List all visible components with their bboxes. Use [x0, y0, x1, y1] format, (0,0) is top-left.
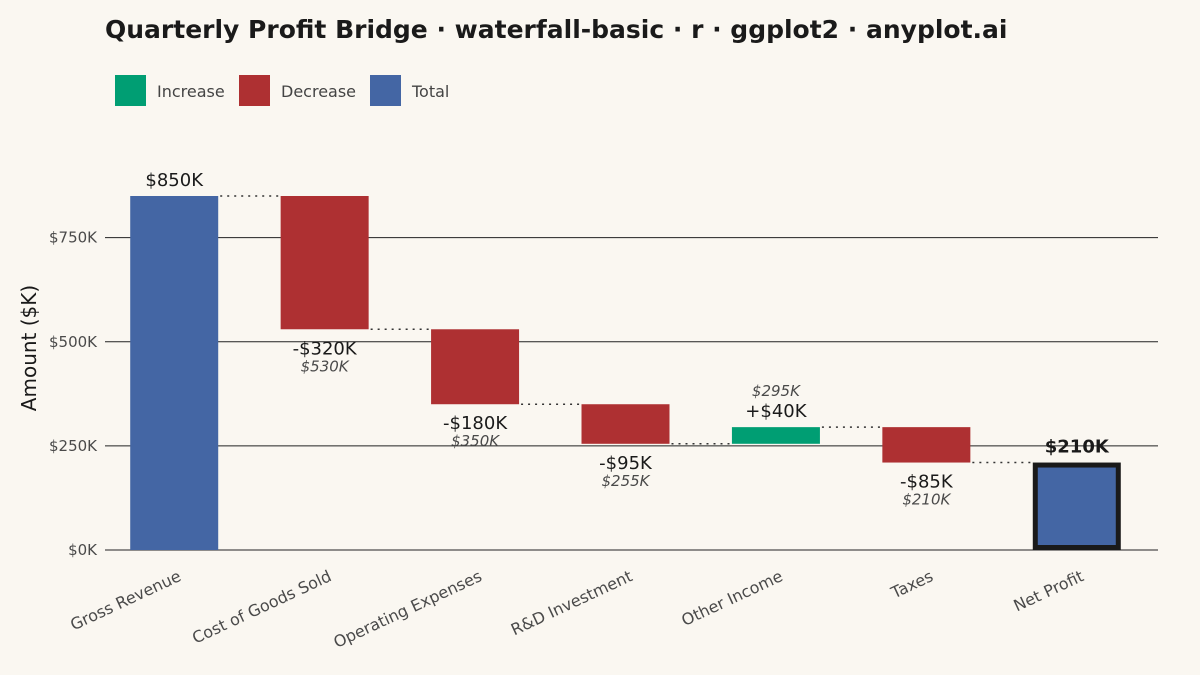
x-tick-label: Operating Expenses	[331, 566, 485, 651]
bar-decrease	[882, 427, 971, 463]
x-tick-label: Cost of Goods Sold	[189, 566, 334, 647]
x-axis-labels: Gross Revenue Cost of Goods SoldOperating…	[67, 566, 1086, 651]
legend-label-increase: Increase	[157, 82, 225, 101]
bar-decrease	[280, 196, 369, 330]
bar-value-label: +$40K	[745, 401, 807, 422]
y-tick-label: $750K	[49, 229, 98, 247]
bar-total	[1032, 462, 1121, 550]
running-total-label: $530K	[301, 357, 350, 375]
y-tick-label: $250K	[49, 437, 98, 455]
legend-swatch-decrease	[239, 75, 270, 106]
bar-value-label: -$85K	[900, 472, 954, 493]
bar-increase	[731, 427, 820, 444]
running-total-label: $350K	[451, 432, 500, 450]
x-tick-label: R&D Investment	[508, 566, 635, 639]
y-tick-label: $500K	[49, 333, 98, 351]
x-tick-label: Gross Revenue	[67, 566, 184, 634]
bar-value-label: -$180K	[443, 413, 508, 434]
connector-lines	[220, 195, 1031, 464]
x-tick-label: Other Income	[678, 566, 785, 629]
bar-value-label: -$95K	[599, 453, 653, 474]
legend-label-decrease: Decrease	[281, 82, 356, 101]
running-total-label: $210K	[902, 491, 951, 509]
bar-value-label: $210K	[1045, 437, 1110, 458]
legend-swatch-total	[370, 75, 401, 106]
bar-value-label: $850K	[145, 170, 204, 191]
x-tick-label: Taxes	[887, 566, 936, 602]
running-total-label: $295K	[752, 382, 801, 400]
running-total-label: $255K	[601, 472, 650, 490]
bar-value-label: -$320K	[293, 338, 358, 359]
bar-labels: $850K -$320K$530K -$180K$350K -$95K$255K +$4…	[145, 170, 1109, 509]
bars	[130, 196, 1121, 550]
bar-decrease	[581, 404, 670, 444]
legend-swatch-increase	[115, 75, 146, 106]
bar-decrease	[431, 329, 520, 405]
chart-title: Quarterly Profit Bridge · waterfall-basi…	[105, 15, 1007, 44]
gridlines	[105, 237, 1158, 551]
legend: Increase Decrease Total	[115, 75, 449, 106]
y-axis-title: Amount ($K)	[17, 285, 41, 411]
x-tick-label: Net Profit	[1011, 566, 1087, 615]
y-axis-ticks: $0K $250K $500K $750K	[49, 229, 98, 559]
y-tick-label: $0K	[68, 541, 98, 559]
legend-label-total: Total	[411, 82, 449, 101]
bar-total	[130, 196, 219, 550]
